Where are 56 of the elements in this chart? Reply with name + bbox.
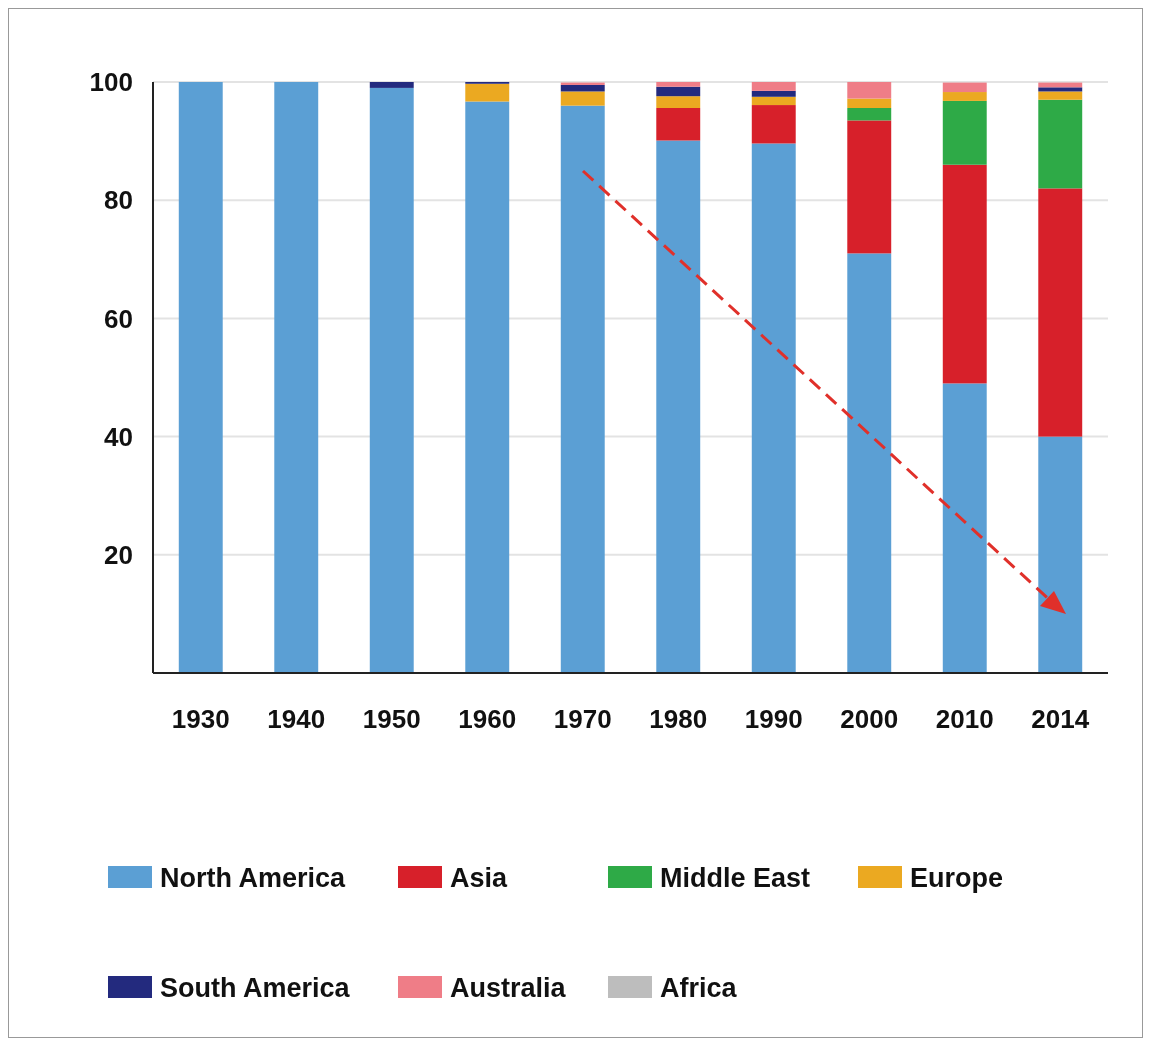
y-tick-label: 60 xyxy=(104,303,133,334)
bar xyxy=(656,140,701,673)
x-tick-label: 1950 xyxy=(362,704,421,734)
bar xyxy=(1038,87,1083,92)
bar xyxy=(751,143,796,673)
x-tick-label: 1980 xyxy=(649,704,708,734)
bar xyxy=(1038,436,1083,673)
bar xyxy=(465,83,510,102)
bar xyxy=(1038,188,1083,437)
bar xyxy=(751,90,796,97)
x-tick-label: 1960 xyxy=(458,704,517,734)
x-tick-label: 2010 xyxy=(935,704,994,734)
legend-label: Middle East xyxy=(660,863,811,893)
bar xyxy=(560,91,605,106)
y-tick-label: 40 xyxy=(104,421,133,452)
bar xyxy=(847,120,892,254)
bar xyxy=(274,82,319,673)
legend-label: North America xyxy=(160,863,347,893)
x-tick-label: 1990 xyxy=(744,704,803,734)
bar xyxy=(942,92,987,101)
bar xyxy=(369,87,414,673)
legend-label: Asia xyxy=(450,863,509,893)
bar xyxy=(656,86,701,97)
bar xyxy=(465,101,510,673)
legend-label: South America xyxy=(160,973,351,1003)
bar xyxy=(560,105,605,673)
bar xyxy=(847,253,892,673)
bar xyxy=(847,82,892,99)
bar xyxy=(656,96,701,108)
legend-label: Australia xyxy=(450,973,567,1003)
bar xyxy=(751,96,796,106)
bar xyxy=(942,383,987,673)
bar xyxy=(942,82,987,93)
x-tick-label: 1940 xyxy=(267,704,326,734)
bar xyxy=(560,84,605,92)
x-tick-label: 2000 xyxy=(840,704,899,734)
x-tick-label: 2014 xyxy=(1031,704,1090,734)
bar xyxy=(178,82,223,673)
legend-label: Africa xyxy=(660,973,738,1003)
bar xyxy=(656,82,701,87)
bar xyxy=(1038,99,1083,189)
bar xyxy=(942,164,987,384)
bar xyxy=(1038,91,1083,100)
bar xyxy=(751,82,796,91)
y-tick-label: 80 xyxy=(104,185,133,216)
bar xyxy=(847,108,892,121)
y-tick-label: 20 xyxy=(104,539,133,570)
bar xyxy=(369,82,414,88)
bar xyxy=(942,100,987,165)
x-tick-label: 1930 xyxy=(171,704,230,734)
legend-label: Europe xyxy=(910,863,1004,893)
x-tick-label: 1970 xyxy=(553,704,612,734)
bar xyxy=(656,108,701,141)
bar xyxy=(847,98,892,108)
bar xyxy=(751,105,796,144)
y-tick-label: 100 xyxy=(89,67,133,98)
